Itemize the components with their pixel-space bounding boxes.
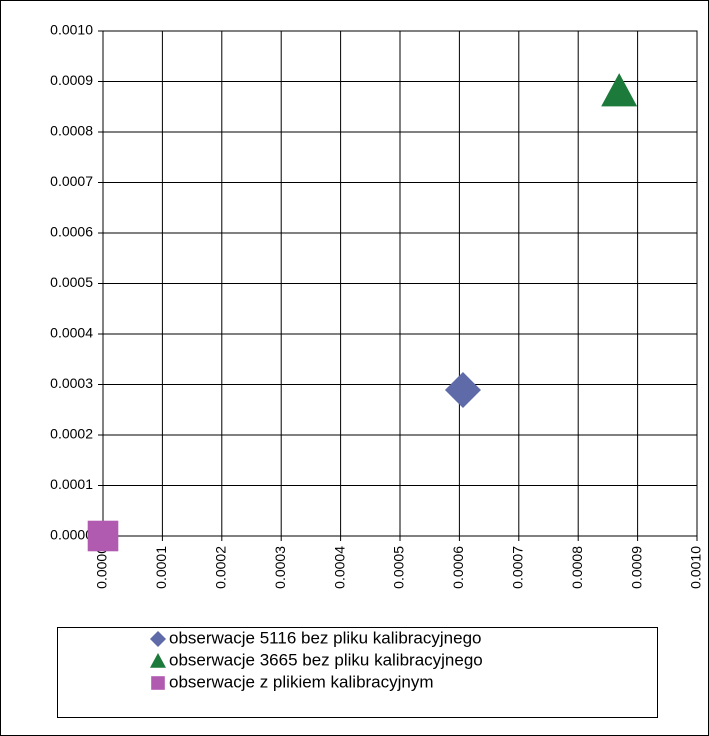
x-tick-label: 0.0001 [153,546,169,589]
legend-marker [151,676,165,690]
x-tick-label: 0.0002 [213,546,229,589]
x-tick-label: 0.0004 [331,546,347,589]
legend-marker [150,631,166,647]
point [87,520,119,552]
y-tick-label: 0.0009 [50,72,93,88]
x-tick-label: 0.0010 [688,546,704,589]
y-tick-label: 0.0008 [50,123,93,139]
x-tick-label: 0.0008 [569,546,585,589]
y-tick-label: 0.0005 [50,274,93,290]
y-tick-label: 0.0004 [50,325,93,341]
x-tick-label: 0.0006 [450,546,466,589]
legend-label: obserwacje 5116 bez pliku kalibracyjnego [169,628,481,647]
x-tick-label: 0.0003 [272,546,288,589]
x-tick-label: 0.0009 [628,546,644,589]
x-tick-label: 0.0005 [391,546,407,589]
x-tick-label: 0.0007 [510,546,526,589]
legend-label: obserwacje 3665 bez pliku kalibracyjnego [169,650,483,669]
y-tick-label: 0.0001 [50,476,93,492]
legend-marker [150,653,166,668]
point [601,73,638,107]
y-tick-label: 0.0003 [50,375,93,391]
y-tick-label: 0.0010 [50,22,93,38]
y-tick-label: 0.0006 [50,224,93,240]
plot-border [102,30,698,537]
x-tick-label: 0.0000 [94,546,110,589]
y-tick-label: 0.0002 [50,426,93,442]
y-tick-label: 0.0007 [50,173,93,189]
legend-label: obserwacje z plikiem kalibracyjnym [169,672,434,691]
point [444,372,481,409]
y-tick-label: 0.0000 [50,527,93,543]
